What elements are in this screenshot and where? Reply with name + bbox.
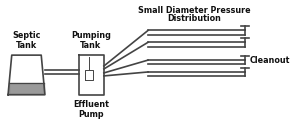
Text: Small Diameter Pressure: Small Diameter Pressure — [138, 6, 250, 15]
Text: Effluent
Pump: Effluent Pump — [73, 100, 109, 119]
Text: Cleanout: Cleanout — [249, 56, 290, 65]
Text: Distribution: Distribution — [167, 14, 221, 23]
Text: Pumping
Tank: Pumping Tank — [71, 31, 111, 50]
Text: Septic
Tank: Septic Tank — [12, 31, 41, 50]
